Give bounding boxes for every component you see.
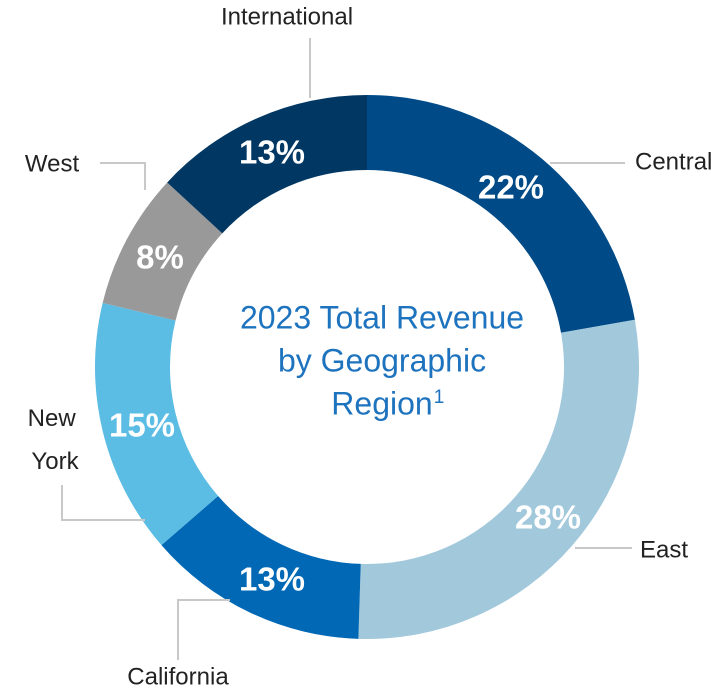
category-label: New York xyxy=(28,405,83,475)
data-label: 13% xyxy=(239,561,305,598)
category-label: International xyxy=(221,3,353,30)
category-label: Central xyxy=(635,148,712,175)
donut-slice xyxy=(167,95,367,234)
footnote-marker: 1 xyxy=(434,387,445,408)
donut xyxy=(94,95,640,639)
donut-slice xyxy=(102,182,223,321)
chart-title: Region xyxy=(331,385,432,421)
chart-title: by Geographic xyxy=(278,342,486,378)
data-label: 15% xyxy=(109,407,175,444)
leader-line xyxy=(177,599,230,660)
data-label: 22% xyxy=(478,169,544,206)
leader-line xyxy=(100,162,146,190)
donut-slice xyxy=(367,95,635,333)
data-label: 28% xyxy=(515,499,581,536)
category-label: East xyxy=(640,536,688,563)
category-label: West xyxy=(25,150,80,177)
leader-line xyxy=(61,485,145,521)
data-label: 13% xyxy=(239,134,305,171)
donut-slice xyxy=(161,496,361,639)
chart-title: 2023 Total Revenue xyxy=(240,299,524,335)
donut-slice xyxy=(358,319,640,639)
donut-slice xyxy=(94,302,219,546)
category-label: California xyxy=(127,663,229,690)
data-label: 8% xyxy=(136,239,184,276)
